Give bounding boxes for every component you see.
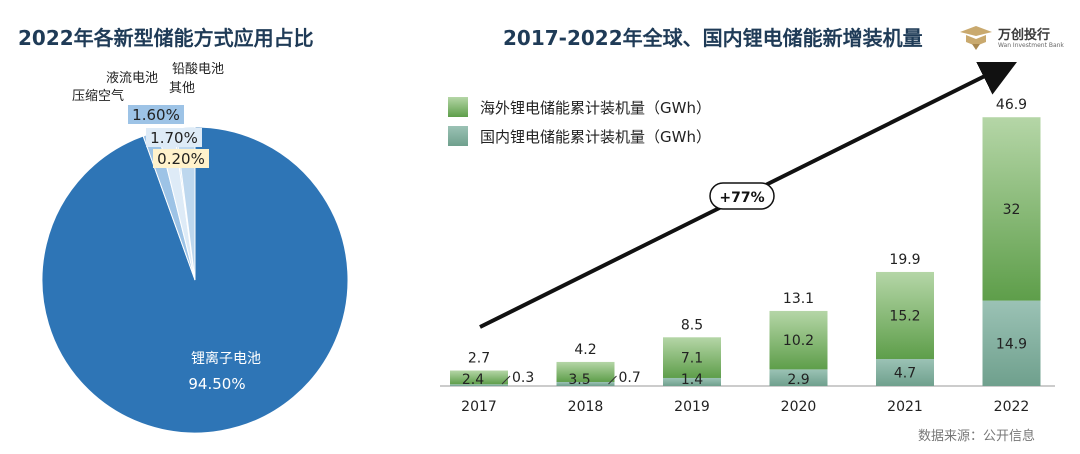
bar-domestic-2019 — [663, 377, 721, 386]
domestic-label-2021: 4.7 — [894, 366, 916, 382]
x-tick-2021: 2021 — [887, 399, 923, 415]
overseas-label-2018: 3.5 — [568, 372, 590, 388]
bar-chart: 海外锂电储能累计装机量（GWh） 国内锂电储能累计装机量（GWh） +77% 2… — [440, 62, 1055, 415]
total-label-2022: 46.9 — [996, 97, 1027, 113]
company-logo: 万创投行 Wan Investment Bank — [958, 18, 1068, 58]
pie-chart-title: 2022年各新型储能方式应用占比 — [18, 26, 314, 50]
pie-label-other-name: 其他 — [169, 81, 195, 96]
bar-overseas-2017 — [450, 370, 508, 385]
pie-label-compressed-air-name: 压缩空气 — [72, 88, 124, 104]
bar-group: 2.7 2.4 0.3 2017 4.2 3.5 0.7 2018 8.5 7.1 1.4 2019 1… — [450, 97, 1041, 415]
total-label-2020: 13.1 — [783, 291, 814, 307]
bar-overseas-2020 — [769, 310, 828, 370]
pie-chart: 锂离子电池 94.50% 压缩空气 液流电池 铅酸电池 其他 1.60% 1.7… — [41, 62, 349, 434]
pie-label-lithium-bg — [179, 374, 259, 394]
overseas-label-2022: 32 — [1003, 202, 1021, 218]
domestic-label-2018: 0.7 — [619, 370, 641, 386]
bar-chart-title: 2017-2022年全球、国内锂电储能新增装机量 — [503, 26, 923, 50]
overseas-label-2019: 7.1 — [681, 351, 703, 367]
data-source: 数据来源：公开信息 — [918, 429, 1036, 444]
x-tick-2018: 2018 — [568, 399, 604, 415]
legend-swatch-domestic — [448, 126, 468, 146]
bar-domestic-2017 — [450, 384, 508, 386]
bar-domestic-2022 — [982, 300, 1041, 386]
bar-domestic-2018 — [556, 381, 615, 386]
pie-label-flow-battery-bg — [146, 128, 202, 147]
x-tick-2022: 2022 — [994, 399, 1030, 415]
legend-label-domestic: 国内锂电储能累计装机量（GWh） — [480, 128, 711, 146]
pie-label-lead-acid-name: 铅酸电池 — [172, 62, 224, 77]
pie-label-compressed-air-bg — [128, 105, 184, 124]
bar-domestic-2020 — [769, 369, 828, 386]
pie-label-flow-battery-name: 液流电池 — [106, 71, 158, 86]
bar-domestic-2021 — [876, 359, 934, 386]
x-tick-2019: 2019 — [674, 399, 710, 415]
total-label-2019: 8.5 — [681, 317, 703, 333]
pie-label-flow-battery-value: 1.70% — [150, 129, 198, 147]
pie-label-lithium-value: 94.50% — [188, 375, 245, 393]
bar-overseas-2019 — [663, 337, 721, 378]
bar-overseas-2018 — [556, 361, 615, 382]
logo-subtitle: Wan Investment Bank — [998, 42, 1064, 49]
domestic-label-2017: 0.3 — [512, 370, 534, 386]
growth-badge — [709, 182, 775, 210]
overseas-label-2021: 15.2 — [889, 309, 920, 325]
overseas-label-2017: 2.4 — [462, 372, 484, 388]
pie-label-lead-acid-bg — [153, 149, 209, 168]
total-label-2018: 4.2 — [574, 342, 596, 358]
pie-label-compressed-air-value: 1.60% — [132, 106, 180, 124]
logo-icon — [960, 26, 992, 50]
x-tick-2017: 2017 — [461, 399, 497, 415]
domestic-label-2020: 2.9 — [787, 372, 809, 388]
logo-name: 万创投行 — [998, 28, 1051, 43]
legend-swatch-overseas — [448, 97, 468, 117]
bar-overseas-2021 — [876, 271, 934, 360]
growth-annotation: +77% — [719, 190, 764, 206]
domestic-label-2019: 1.4 — [681, 372, 703, 388]
pie-label-lithium-name: 锂离子电池 — [191, 350, 261, 367]
x-tick-2020: 2020 — [781, 399, 817, 415]
total-label-2017: 2.7 — [468, 351, 490, 367]
pie-label-lead-acid-value: 0.20% — [157, 150, 205, 168]
domestic-leader-2017 — [501, 375, 511, 385]
bar-overseas-2022 — [982, 117, 1041, 301]
legend-label-overseas: 海外锂电储能累计装机量（GWh） — [480, 99, 711, 117]
domestic-label-2022: 14.9 — [996, 336, 1027, 352]
overseas-label-2020: 10.2 — [783, 333, 814, 349]
domestic-leader-2018 — [608, 375, 617, 385]
total-label-2021: 19.9 — [889, 252, 920, 268]
